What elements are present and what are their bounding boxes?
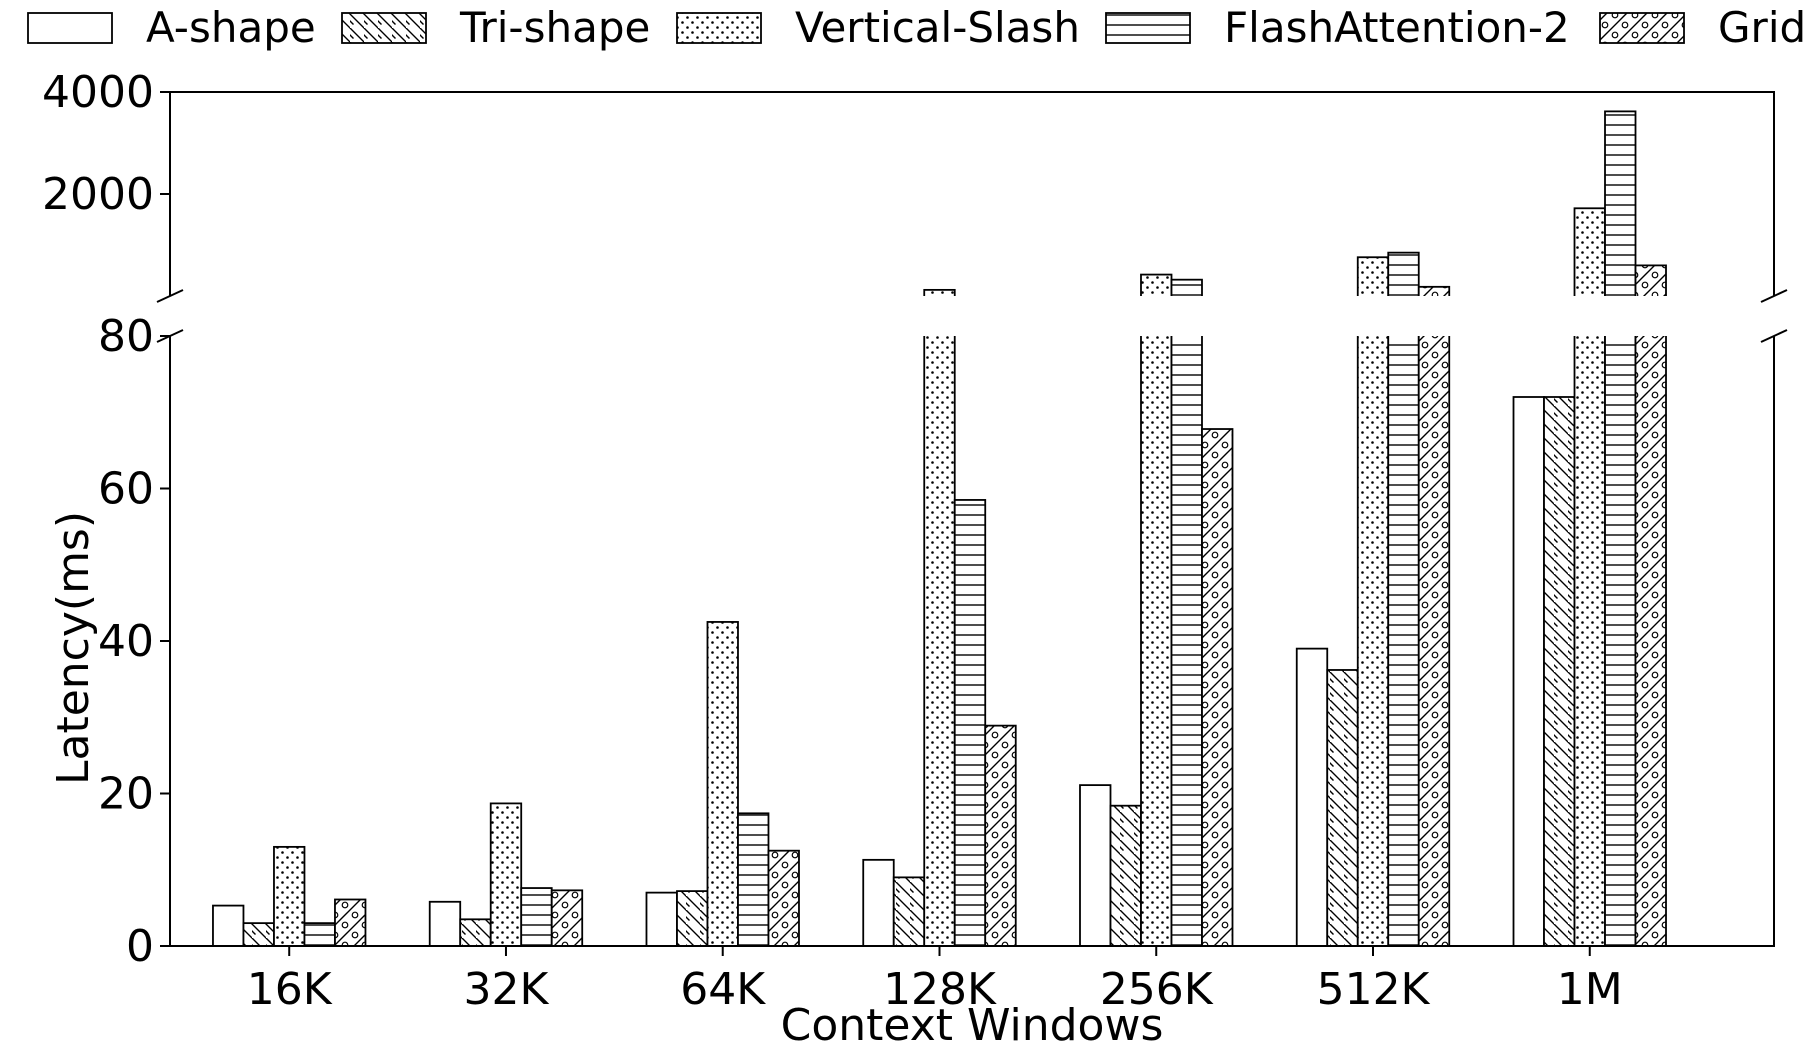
bar-flashattention-2-1m bbox=[1604, 336, 1637, 947]
bar-grid-16k bbox=[334, 898, 367, 947]
legend-swatch-tri-shape bbox=[341, 12, 427, 44]
bar-a-shape-64k bbox=[645, 891, 678, 947]
bar-vertical-slash-32k bbox=[489, 802, 523, 947]
bar-tri-shape-1m bbox=[1543, 396, 1576, 947]
y-tick-label-2000: 2000 bbox=[42, 169, 154, 220]
legend-label-a-shape: A-shape bbox=[146, 3, 316, 52]
y-tick-label-60: 60 bbox=[98, 464, 154, 515]
legend-item-a-shape: A-shape bbox=[27, 3, 316, 52]
bar-a-shape-1m bbox=[1512, 396, 1545, 947]
bar-flashattention-2-32k bbox=[520, 887, 553, 947]
bar-grid-64k bbox=[767, 849, 800, 947]
legend-label-grid: Grid bbox=[1718, 3, 1806, 52]
bar-grid-512k bbox=[1417, 336, 1451, 947]
bar-grid-1m bbox=[1634, 336, 1667, 947]
x-tick-label-32k: 32K bbox=[464, 964, 550, 1015]
bar-flashattention-2-16k bbox=[303, 922, 336, 947]
legend: A-shape Tri-shape Vertical-Slash FlashAtten… bbox=[27, 3, 1806, 52]
lower-bars bbox=[212, 336, 1667, 947]
bar-vertical-slash-512k bbox=[1356, 336, 1390, 947]
bar-tri-shape-32k bbox=[459, 918, 492, 947]
lower-plot-area: 16K 32K 64K 128K 256K 512K 1M 0 20 40 60 80 bbox=[98, 311, 1775, 1015]
break-mark bbox=[1760, 329, 1788, 343]
y-tick-label-0: 0 bbox=[126, 921, 154, 972]
legend-item-grid: Grid bbox=[1599, 3, 1806, 52]
x-tick-label-1m: 1M bbox=[1557, 964, 1623, 1015]
x-tick-label-512k: 512K bbox=[1317, 964, 1431, 1015]
bar-grid-128k bbox=[984, 724, 1017, 947]
x-tick-label-64k: 64K bbox=[680, 964, 766, 1015]
axis-break-marks bbox=[156, 289, 1788, 343]
legend-label-vertical-slash: Vertical-Slash bbox=[795, 3, 1080, 52]
bar-a-shape-32k bbox=[428, 900, 462, 947]
bar-a-shape-128k bbox=[862, 858, 895, 947]
bar-tri-shape-64k bbox=[676, 890, 709, 947]
upper-plot-area: 2000 4000 bbox=[42, 67, 1775, 296]
x-tick-label-128k: 128K bbox=[883, 964, 997, 1015]
bar-grid-256k bbox=[1201, 428, 1234, 947]
bar-vertical-slash-512k-upper bbox=[1356, 256, 1390, 296]
bar-grid-1m-upper bbox=[1634, 264, 1667, 296]
y-axis-label: Latency(ms) bbox=[48, 511, 99, 785]
y-tick-label-80: 80 bbox=[98, 311, 154, 362]
bar-tri-shape-256k bbox=[1109, 804, 1142, 947]
bar-vertical-slash-128k bbox=[923, 336, 956, 947]
x-axis-label: Context Windows bbox=[781, 1000, 1164, 1051]
break-mark bbox=[156, 329, 184, 343]
bar-flashattention-2-512k-upper bbox=[1387, 251, 1420, 296]
bar-flashattention-2-64k bbox=[737, 812, 770, 947]
legend-swatch-a-shape bbox=[27, 12, 113, 44]
bar-grid-32k bbox=[550, 889, 584, 947]
bar-flashattention-2-128k bbox=[953, 499, 987, 947]
bar-vertical-slash-64k bbox=[706, 621, 739, 947]
legend-swatch-grid bbox=[1599, 12, 1685, 44]
x-tick-label-256k: 256K bbox=[1100, 964, 1214, 1015]
upper-bars bbox=[923, 110, 1667, 296]
legend-item-tri-shape: Tri-shape bbox=[341, 3, 650, 52]
bar-vertical-slash-1m-upper bbox=[1573, 207, 1606, 296]
break-mark bbox=[1760, 289, 1788, 303]
bar-tri-shape-512k bbox=[1326, 669, 1359, 947]
bar-a-shape-256k bbox=[1079, 784, 1112, 947]
x-tick-label-16k: 16K bbox=[247, 964, 333, 1015]
bar-vertical-slash-256k bbox=[1140, 336, 1173, 947]
break-mark bbox=[156, 289, 184, 303]
bar-flashattention-2-512k bbox=[1387, 336, 1420, 947]
bar-vertical-slash-16k bbox=[273, 845, 306, 947]
legend-item-vertical-slash: Vertical-Slash bbox=[676, 3, 1080, 52]
bar-flashattention-2-1m-upper bbox=[1604, 110, 1637, 296]
bar-tri-shape-16k bbox=[242, 922, 275, 947]
y-tick-label-4000: 4000 bbox=[42, 67, 154, 118]
bar-vertical-slash-256k-upper bbox=[1140, 273, 1173, 296]
legend-item-flashattention-2: FlashAttention-2 bbox=[1105, 3, 1570, 52]
legend-label-flashattention-2: FlashAttention-2 bbox=[1224, 3, 1570, 52]
bar-flashattention-2-256k-upper bbox=[1170, 278, 1203, 296]
bar-vertical-slash-1m bbox=[1573, 336, 1606, 947]
bar-flashattention-2-256k bbox=[1170, 336, 1203, 947]
y-tick-label-40: 40 bbox=[98, 616, 154, 667]
y-tick-label-20: 20 bbox=[98, 769, 154, 820]
bar-a-shape-16k bbox=[212, 904, 245, 947]
bar-tri-shape-128k bbox=[892, 876, 926, 947]
legend-swatch-vertical-slash bbox=[676, 12, 762, 44]
legend-label-tri-shape: Tri-shape bbox=[459, 3, 650, 52]
bar-vertical-slash-128k-upper bbox=[923, 288, 956, 296]
bar-grid-512k-upper bbox=[1417, 285, 1451, 296]
bar-a-shape-512k bbox=[1295, 647, 1329, 947]
upper-axes-frame bbox=[169, 91, 1775, 296]
legend-swatch-flashattention-2 bbox=[1105, 12, 1191, 44]
